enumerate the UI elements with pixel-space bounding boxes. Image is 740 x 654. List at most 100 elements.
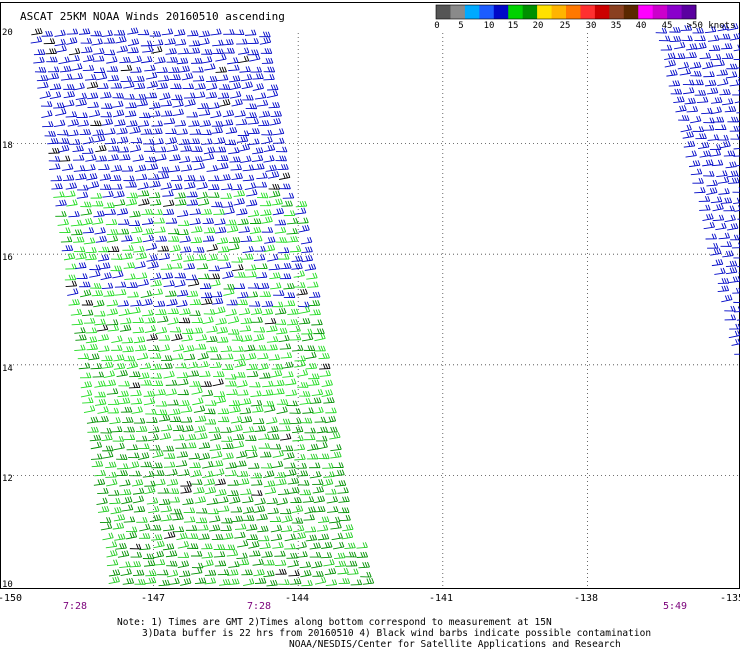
wind-barb [64,191,75,197]
wind-barb [118,381,129,386]
wind-barb [108,325,119,331]
wind-barb [250,218,261,223]
wind-barb [270,283,281,289]
wind-barb [98,247,109,252]
wind-barb [713,60,724,66]
wind-barb [101,112,112,117]
wind-barb [122,245,133,250]
wind-barb [183,84,194,89]
wind-barb [231,257,242,262]
wind-barb [119,561,130,567]
wind-barb [258,283,269,289]
wind-barb [190,218,201,225]
wind-barb [91,454,102,460]
wind-barb [177,210,188,217]
wind-barb [152,39,163,45]
wind-barb [181,417,192,422]
wind-barb [82,218,93,225]
wind-barb [49,156,60,161]
wind-barb [110,417,121,424]
wind-barb [226,389,237,394]
wind-barb [166,561,177,566]
wind-barb [138,444,149,449]
wind-barb [131,138,142,143]
wind-barb [681,36,692,41]
wind-barb [286,390,297,396]
wind-barb [118,219,129,224]
wind-barb [71,220,82,226]
wind-barb [332,462,343,467]
wind-barb [221,436,232,441]
wind-barb [288,478,299,484]
wind-barb [313,329,324,334]
wind-barb [286,228,297,234]
wind-barb [167,57,178,62]
wind-barb [113,110,124,117]
wind-barb [143,554,154,559]
wind-barb [268,171,279,178]
wind-barb [140,363,151,369]
wind-barb [726,267,737,274]
wind-barb [308,380,319,386]
wind-barb [246,112,257,118]
wind-barb [251,317,262,322]
wind-barb [222,39,233,45]
wind-barb [335,561,346,567]
wind-barb [213,209,224,214]
wind-barb [214,551,225,557]
wind-barb [266,325,277,331]
wind-barb [111,254,122,259]
wind-barb [253,569,264,576]
wind-barb [73,145,84,151]
wind-barb [277,164,288,169]
wind-barb [243,507,254,514]
wind-barb [100,184,111,189]
wind-barb [138,452,149,459]
wind-barb [85,247,96,252]
note-line-2: 3)Data buffer is 22 hrs from 20160510 4)… [142,628,651,639]
note-line-1: Note: 1) Times are GMT 2)Times along bot… [117,617,552,628]
wind-barb [149,181,160,187]
wind-barb [249,301,260,306]
wind-barb [235,360,246,367]
wind-barb [673,96,684,102]
wind-barb [189,138,200,143]
wind-barb [217,155,228,160]
wind-barb [683,80,694,85]
wind-barb [166,389,177,396]
wind-barb [161,515,172,521]
wind-barb [144,65,155,71]
wind-barb [687,106,698,112]
wind-barb [164,118,175,124]
wind-barb [189,310,200,315]
wind-barb [196,518,207,523]
wind-barb [282,371,293,377]
wind-barb [732,187,740,192]
wind-barb [297,218,308,224]
wind-barb [94,227,105,234]
wind-barb [151,534,162,540]
wind-barb [142,218,153,224]
wind-barb [125,182,136,187]
wind-barb [211,292,222,297]
wind-barb [276,328,287,334]
wind-barb [302,334,313,341]
wind-barb [235,461,246,467]
wind-barb [230,82,241,89]
wind-barb [235,524,246,530]
wind-barb [94,311,105,316]
wind-barb [726,162,737,168]
wind-barb [245,353,256,360]
wind-barb [290,418,301,424]
wind-barb [339,578,350,583]
wind-barb [245,265,256,270]
wind-barb [76,93,87,100]
wind-barb [256,182,267,187]
wind-barb [76,99,87,106]
wind-barb [85,154,96,161]
wind-barb [198,38,209,45]
wind-barb [193,247,204,252]
wind-barb [703,125,714,130]
wind-barb [203,154,214,161]
wind-barb [127,47,138,53]
